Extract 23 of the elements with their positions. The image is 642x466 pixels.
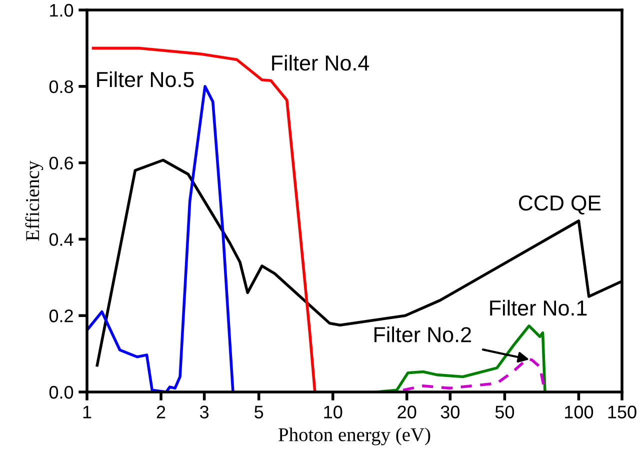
- y-tick-label: 0.6: [49, 156, 74, 170]
- y-tick-label: 0.0: [49, 386, 74, 399]
- annotation: Filter No.1: [490, 300, 587, 316]
- x-tick-label: 50: [495, 406, 514, 418]
- y-tick-label: 1.0: [50, 4, 74, 17]
- x-tick-label: 20: [398, 406, 416, 418]
- y-tick-label: 0.4: [49, 233, 74, 246]
- x-tick-label: 30: [440, 406, 460, 418]
- y-tick-label: 0.8: [49, 80, 74, 94]
- x-tick-label: 10: [324, 406, 342, 418]
- annotation: Filter No.2: [374, 326, 471, 342]
- y-axis-title: Efficiency: [25, 160, 44, 241]
- x-axis-title: Photon energy (eV): [278, 428, 430, 446]
- annotation: CCD QE: [518, 195, 601, 214]
- x-tick-label: 3: [200, 406, 209, 418]
- annotation: Filter No.5: [97, 71, 194, 88]
- y-tick-label: 0.2: [49, 310, 73, 322]
- annotation: Filter No.4: [272, 54, 370, 71]
- x-tick-label: 5: [254, 406, 264, 418]
- x-tick-label: 150: [608, 406, 636, 418]
- x-tick-label: 100: [565, 406, 594, 418]
- x-tick-label: 2: [156, 406, 166, 418]
- x-tick-label: 1: [83, 406, 92, 418]
